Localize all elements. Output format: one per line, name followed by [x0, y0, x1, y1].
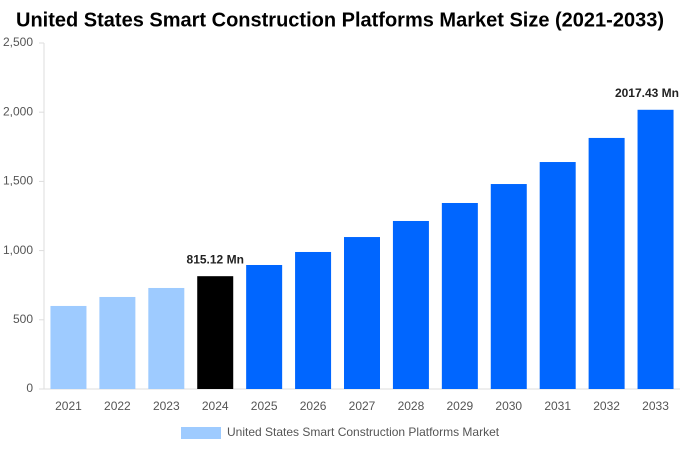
value-label: 815.12 Mn [187, 252, 244, 266]
x-tick-label: 2023 [153, 399, 180, 413]
bar [490, 184, 527, 389]
bar [637, 109, 674, 389]
x-tick-label: 2026 [300, 399, 327, 413]
x-tick-label: 2030 [495, 399, 522, 413]
y-tick-label: 1,500 [3, 174, 33, 188]
legend-swatch [181, 427, 221, 439]
bar [588, 137, 625, 389]
bar [246, 264, 283, 389]
value-label: 2017.43 Mn [615, 86, 679, 100]
x-tick-label: 2028 [398, 399, 425, 413]
y-tick-label: 0 [26, 381, 33, 395]
bar [392, 220, 429, 389]
bar [344, 237, 380, 389]
bar [441, 202, 478, 389]
bar [148, 287, 185, 389]
x-tick-label: 2033 [642, 399, 669, 413]
y-tick-label: 500 [13, 312, 33, 326]
bar [197, 276, 234, 389]
x-tick-label: 2024 [202, 399, 229, 413]
x-tick-label: 2025 [251, 399, 278, 413]
x-tick-label: 2032 [593, 399, 620, 413]
bar [295, 251, 332, 389]
y-tick-label: 2,500 [3, 35, 33, 49]
legend-label: United States Smart Construction Platfor… [227, 425, 500, 439]
x-tick-label: 2022 [104, 399, 131, 413]
y-tick-label: 1,000 [3, 243, 33, 257]
bar [99, 296, 136, 389]
bar [50, 305, 87, 389]
chart-title: United States Smart Construction Platfor… [16, 9, 664, 31]
x-tick-label: 2027 [349, 399, 376, 413]
y-tick-label: 2,000 [3, 104, 33, 118]
bar [539, 162, 576, 389]
x-tick-label: 2021 [55, 399, 82, 413]
x-tick-label: 2029 [446, 399, 473, 413]
x-tick-label: 2031 [544, 399, 571, 413]
